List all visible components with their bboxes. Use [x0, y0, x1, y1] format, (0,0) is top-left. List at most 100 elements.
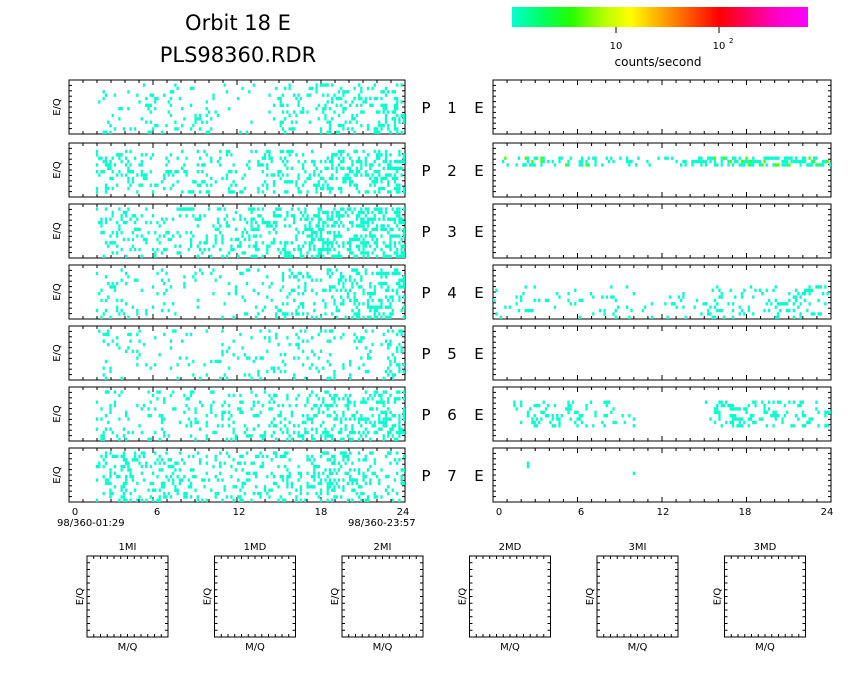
count-cell: [118, 393, 121, 398]
count-cell: [295, 397, 298, 401]
count-cell: [111, 231, 114, 235]
count-cell: [402, 278, 405, 282]
count-cell: [109, 159, 112, 164]
count-cell: [605, 295, 608, 299]
count-cell: [288, 275, 291, 279]
count-cell: [293, 288, 296, 293]
count-cell: [344, 210, 347, 215]
count-cell: [333, 285, 336, 289]
count-cell: [102, 231, 105, 235]
count-cell: [326, 434, 329, 438]
count-cell: [163, 397, 166, 401]
count-cell: [131, 244, 134, 248]
count-cell: [301, 275, 305, 279]
time-end-label: 98/360-23:57: [348, 518, 416, 529]
count-cell: [682, 159, 685, 164]
count-cell: [100, 298, 103, 303]
count-cell: [767, 298, 771, 303]
count-cell: [337, 163, 341, 167]
count-cell: [104, 159, 108, 164]
count-cell: [815, 156, 818, 160]
count-cell: [402, 186, 405, 191]
count-cell: [127, 180, 130, 184]
mq-ylabel: E/Q: [585, 588, 596, 606]
count-cell: [547, 298, 550, 303]
count-cell: [357, 471, 361, 476]
count-cell: [194, 475, 197, 479]
count-cell: [147, 488, 150, 492]
count-cell: [107, 186, 110, 191]
count-cell: [140, 183, 143, 187]
count-cell: [268, 400, 271, 404]
count-cell: [700, 312, 703, 316]
count-cell: [266, 186, 269, 191]
count-cell: [140, 170, 143, 174]
count-cell: [326, 271, 329, 276]
count-cell: [223, 207, 226, 211]
count-cell: [127, 430, 130, 435]
count-cell: [221, 237, 224, 242]
count-cell: [225, 451, 229, 455]
count-cell: [400, 130, 403, 135]
count-cell: [335, 268, 338, 272]
count-cell: [156, 458, 159, 462]
count-cell: [107, 420, 110, 425]
count-cell: [326, 247, 329, 252]
count-cell: [102, 491, 105, 496]
count-cell: [389, 430, 392, 435]
count-cell: [387, 356, 390, 360]
count-cell: [145, 241, 148, 245]
count-cell: [752, 295, 755, 299]
count-cell: [299, 491, 302, 496]
count-cell: [230, 237, 233, 242]
count-cell: [344, 403, 347, 408]
count-cell: [808, 417, 811, 421]
count-cell: [601, 163, 604, 167]
count-cell: [326, 451, 329, 455]
count-cell: [281, 275, 285, 279]
count-cell: [373, 312, 376, 316]
count-cell: [344, 180, 347, 184]
count-cell: [373, 217, 376, 221]
count-cell: [319, 217, 323, 221]
count-cell: [362, 363, 365, 367]
count-cell: [245, 163, 249, 167]
count-cell: [389, 190, 392, 194]
channel-label-e: E: [474, 99, 483, 117]
count-cell: [335, 414, 338, 418]
count-cell: [396, 186, 399, 191]
count-cell: [102, 254, 105, 259]
count-cell: [248, 234, 251, 238]
count-cell: [301, 110, 305, 114]
count-cell: [259, 356, 262, 360]
count-cell: [351, 498, 354, 503]
count-cell: [149, 414, 152, 418]
mq-panel-frame: [469, 555, 551, 638]
count-cell: [353, 237, 356, 242]
count-cell: [731, 407, 735, 411]
count-cell: [219, 231, 222, 235]
count-cell: [189, 495, 193, 499]
count-cell: [304, 210, 307, 215]
count-cell: [133, 451, 137, 455]
count-cell: [109, 369, 112, 374]
count-cell: [113, 93, 117, 97]
count-cell: [567, 407, 570, 411]
count-cell: [375, 475, 379, 479]
count-cell: [122, 220, 125, 225]
count-cell: [306, 400, 309, 404]
count-cell: [284, 180, 287, 184]
count-cell: [319, 488, 323, 492]
count-cell: [176, 461, 179, 465]
count-cell: [129, 217, 132, 221]
count-cell: [398, 329, 401, 333]
count-cell: [402, 117, 405, 121]
count-cell: [387, 329, 390, 333]
count-cell: [145, 176, 148, 181]
count-cell: [349, 393, 352, 398]
count-cell: [360, 339, 363, 343]
count-cell: [331, 498, 334, 503]
count-cell: [120, 153, 123, 157]
count-cell: [355, 170, 358, 174]
count-cell: [547, 414, 550, 418]
